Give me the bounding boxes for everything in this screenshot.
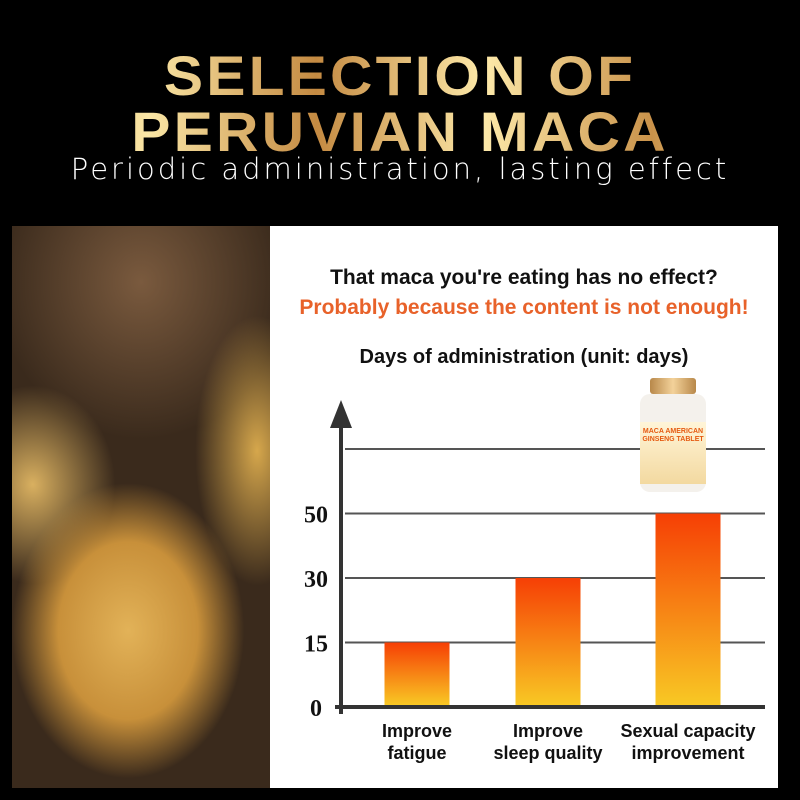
x-tick-label: Sexual capacity improvement (613, 720, 763, 764)
answer-text: Probably because the content is not enou… (299, 296, 749, 319)
y-tick-label: 30 (304, 567, 328, 593)
bar (655, 513, 721, 705)
x-tick-label: Improve sleep quality (473, 720, 623, 764)
title-line-2: PERUVIAN MACA (0, 104, 800, 160)
subtitle: Periodic administration, lasting effect (70, 152, 730, 186)
x-tick-line: sleep quality (493, 743, 603, 763)
bar (515, 578, 581, 705)
x-tick-label: Improve fatigue (342, 720, 492, 764)
y-tick-label: 15 (304, 632, 328, 658)
chart-title: Days of administration (unit: days) (359, 346, 689, 368)
maca-root-photo (12, 226, 270, 788)
x-tick-line: Improve (512, 721, 584, 741)
title-line-1: SELECTION OF (0, 48, 800, 104)
question-text: That maca you're eating has no effect? (330, 266, 718, 289)
product-bottle: MACA AMERICAN GINSENG TABLET (638, 378, 708, 500)
x-tick-line: improvement (631, 743, 745, 763)
y-tick-label: 50 (304, 503, 328, 529)
x-tick-line: fatigue (387, 743, 447, 763)
bar (384, 642, 450, 705)
product-label: MACA AMERICAN GINSENG TABLET (642, 428, 704, 443)
y-tick-label: 0 (310, 696, 322, 722)
x-tick-line: Improve (381, 721, 453, 741)
x-tick-line: Sexual capacity (620, 721, 756, 741)
y-axis-arrow-icon (330, 400, 352, 428)
